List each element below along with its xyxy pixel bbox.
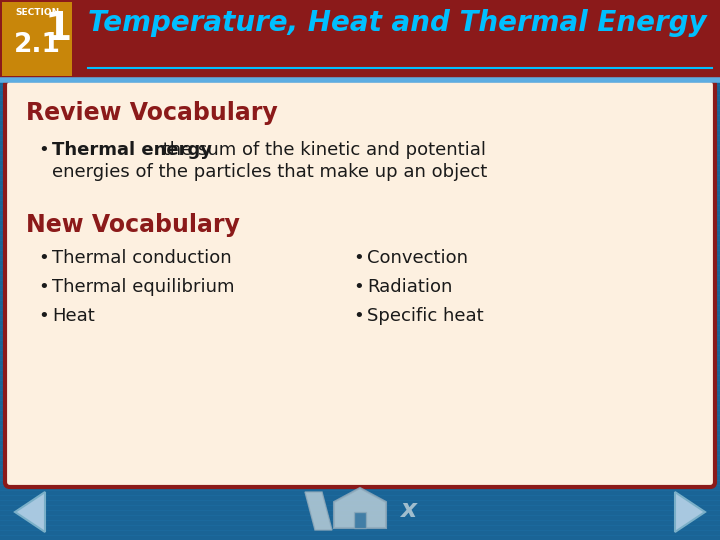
Bar <box>354 512 366 528</box>
Bar <box>2 2 72 76</box>
Text: x: x <box>400 498 416 522</box>
Text: Convection: Convection <box>367 249 468 267</box>
Text: New Vocabulary: New Vocabulary <box>26 213 240 237</box>
Text: •: • <box>353 307 364 325</box>
Text: SECTION: SECTION <box>15 8 59 17</box>
Text: 1: 1 <box>45 10 71 48</box>
Text: •: • <box>353 249 364 267</box>
Text: the sum of the kinetic and potential: the sum of the kinetic and potential <box>157 141 486 159</box>
Text: •: • <box>353 278 364 296</box>
Polygon shape <box>305 492 332 530</box>
Text: •: • <box>38 249 49 267</box>
Text: energies of the particles that make up an object: energies of the particles that make up a… <box>52 163 487 181</box>
Text: •: • <box>38 307 49 325</box>
Text: Thermal conduction: Thermal conduction <box>52 249 232 267</box>
Text: Thermal equilibrium: Thermal equilibrium <box>52 278 235 296</box>
Text: Temperature, Heat and Thermal Energy: Temperature, Heat and Thermal Energy <box>88 9 706 37</box>
Text: Radiation: Radiation <box>367 278 452 296</box>
Polygon shape <box>15 492 45 532</box>
Text: •: • <box>38 278 49 296</box>
Polygon shape <box>675 492 705 532</box>
Text: Specific heat: Specific heat <box>367 307 484 325</box>
Polygon shape <box>334 488 386 528</box>
Text: Heat: Heat <box>52 307 95 325</box>
FancyBboxPatch shape <box>5 80 715 487</box>
Text: •: • <box>38 141 49 159</box>
Text: Review Vocabulary: Review Vocabulary <box>26 101 278 125</box>
Text: 2.1: 2.1 <box>14 32 61 58</box>
Text: Thermal energy: Thermal energy <box>52 141 212 159</box>
Bar <box>0 0 720 78</box>
